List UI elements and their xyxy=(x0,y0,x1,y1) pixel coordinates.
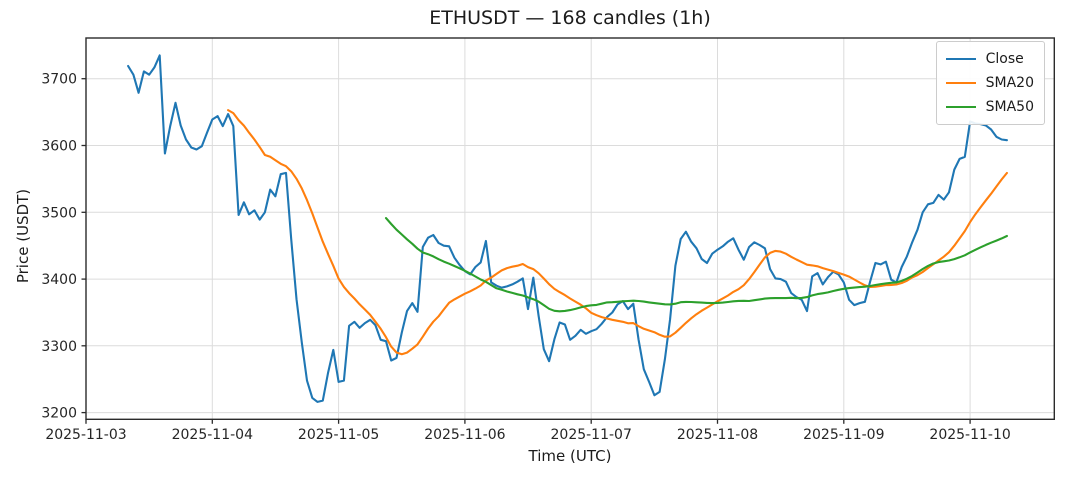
sma50-line-icon xyxy=(945,106,976,108)
legend-label-sma50: SMA50 xyxy=(985,99,1034,115)
y-tick-label: 3300 xyxy=(41,339,77,355)
y-tick-label: 3600 xyxy=(41,139,77,155)
legend-label-close: Close xyxy=(985,51,1024,67)
close-line-icon xyxy=(945,58,976,60)
y-tick-label: 3400 xyxy=(41,272,77,288)
plot-border xyxy=(85,37,1055,420)
y-axis-label: Price (USDT) xyxy=(14,188,32,284)
x-tick-label: 2025-11-08 xyxy=(677,427,758,443)
y-tick-label: 3200 xyxy=(41,406,77,422)
legend-item-sma50: SMA50 xyxy=(945,95,1034,119)
legend-item-close: Close xyxy=(945,47,1034,71)
x-tick-label: 2025-11-03 xyxy=(45,427,126,443)
legend-item-sma20: SMA20 xyxy=(945,71,1034,95)
x-tick-label: 2025-11-10 xyxy=(929,427,1010,443)
series-sma50 xyxy=(384,217,1008,313)
legend-label-sma20: SMA20 xyxy=(985,75,1034,91)
series-close xyxy=(127,54,1008,403)
y-tick-label: 3700 xyxy=(41,72,77,88)
x-tick-label: 2025-11-05 xyxy=(298,427,379,443)
x-tick-label: 2025-11-07 xyxy=(551,427,632,443)
sma20-line-icon xyxy=(945,82,976,84)
series-sma20 xyxy=(227,109,1008,356)
chart-title: ETHUSDT — 168 candles (1h) xyxy=(429,7,711,29)
x-tick-label: 2025-11-06 xyxy=(424,427,505,443)
y-tick-label: 3500 xyxy=(41,205,77,221)
legend: Close SMA20 SMA50 xyxy=(935,41,1045,125)
x-tick-label: 2025-11-09 xyxy=(803,427,884,443)
x-tick-label: 2025-11-04 xyxy=(172,427,253,443)
x-axis-label: Time (UTC) xyxy=(528,447,612,465)
